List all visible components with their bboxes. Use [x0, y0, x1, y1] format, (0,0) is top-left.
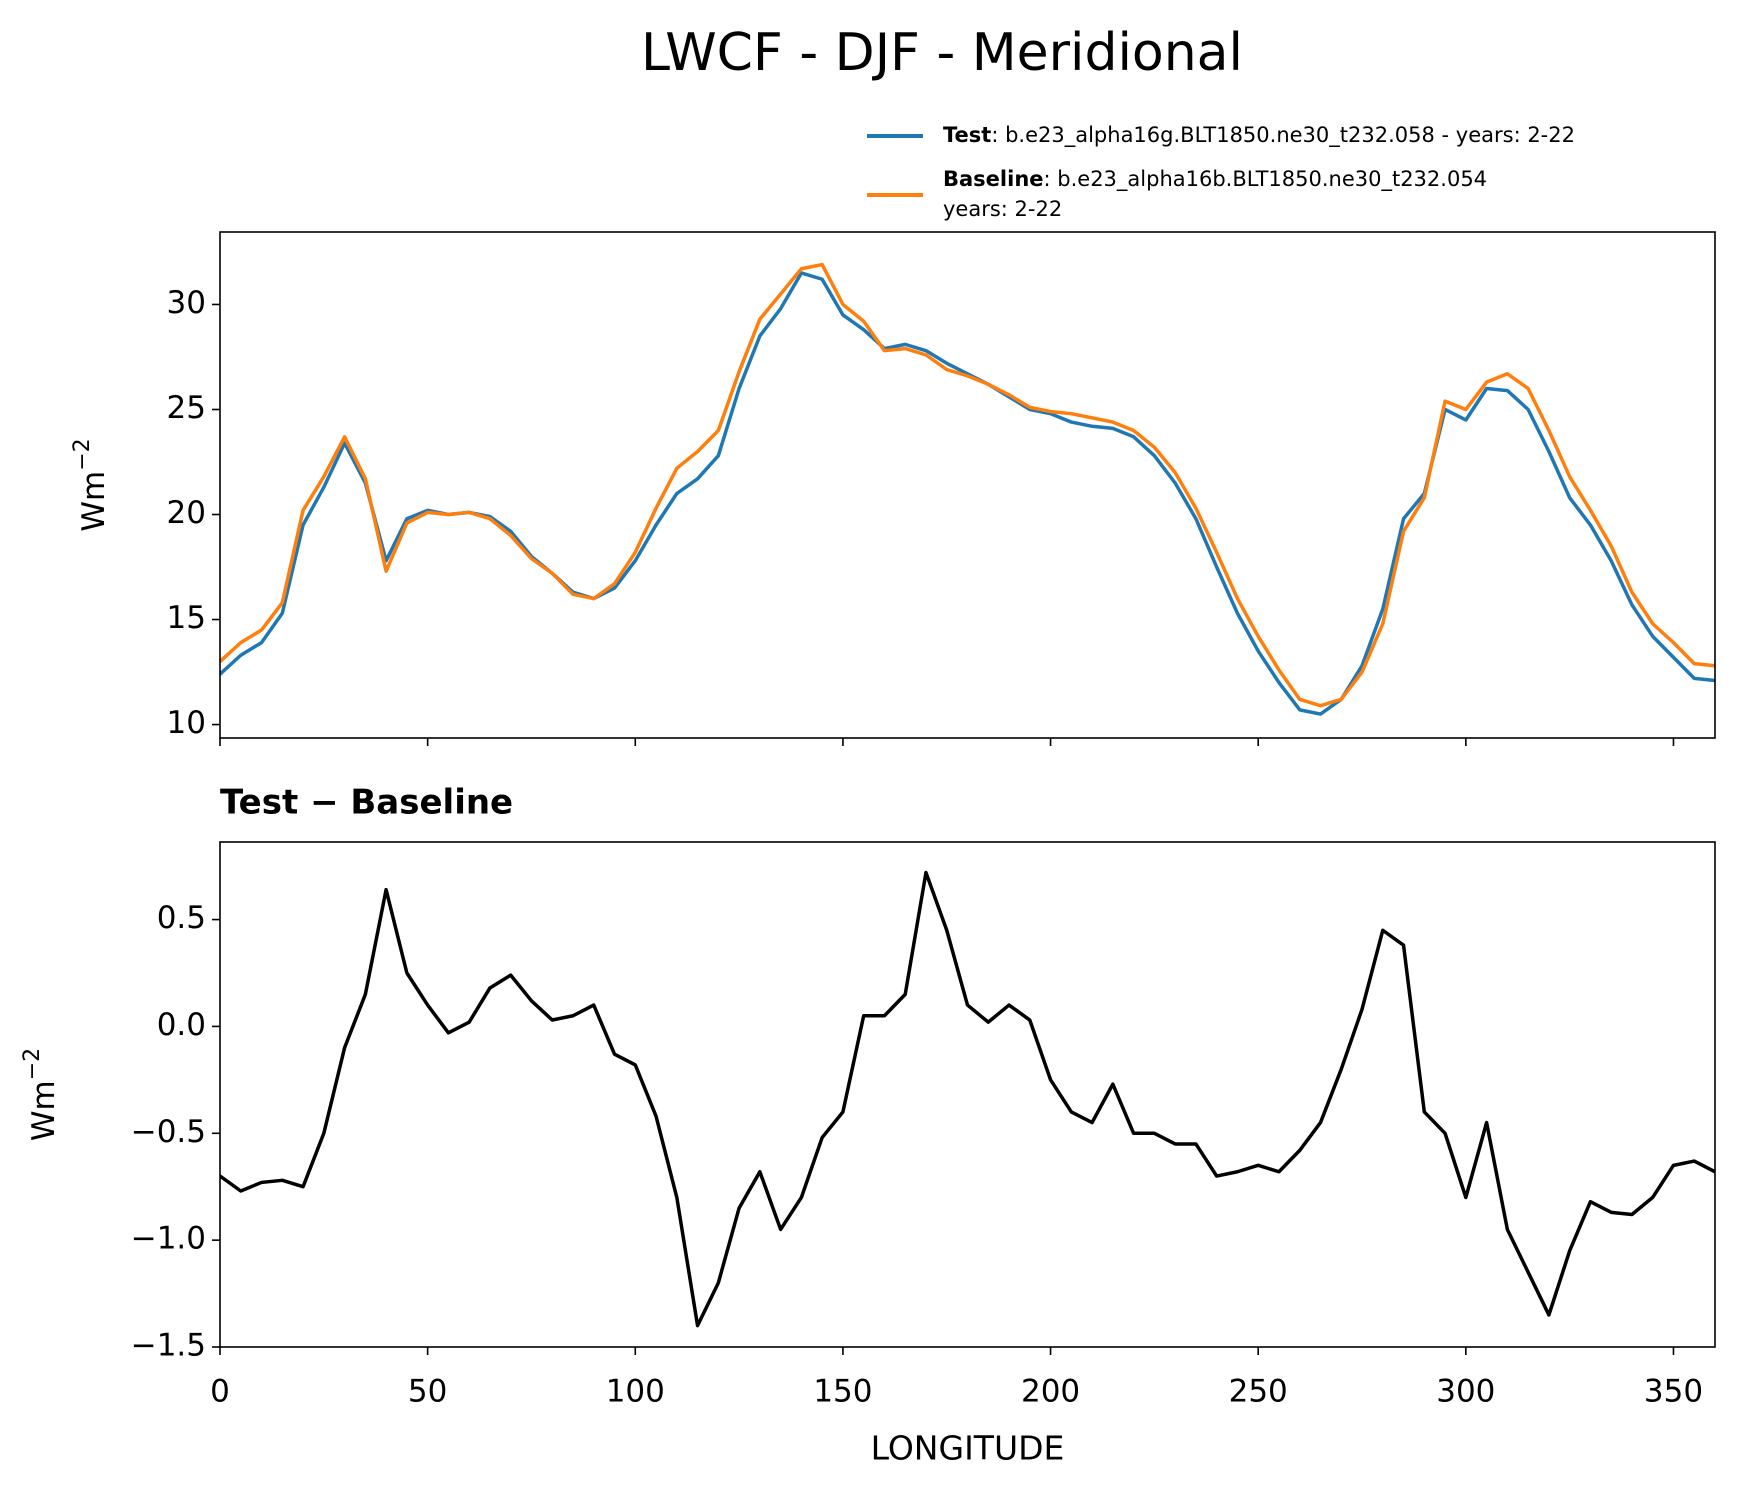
- subtitle: Test − Baseline: [220, 783, 513, 823]
- y-axis-label: Wm−2: [70, 438, 112, 531]
- x-tick-label: 150: [813, 1374, 872, 1410]
- legend-description: : b.e23_alpha16b.BLT1850.ne30_t232.054: [1044, 167, 1488, 192]
- x-tick-label: 50: [408, 1374, 447, 1410]
- legend-description: years: 2-22: [943, 197, 1062, 221]
- x-tick-label: 350: [1644, 1374, 1703, 1410]
- x-tick-label: 300: [1436, 1374, 1495, 1410]
- y-tick-label: −1.0: [131, 1221, 206, 1257]
- legend-text: Baseline: b.e23_alpha16b.BLT1850.ne30_t2…: [943, 167, 1487, 192]
- y-axis-label-base: Wm: [26, 1080, 62, 1141]
- x-tick-label: 0: [210, 1374, 230, 1410]
- axes-frame: [219, 841, 1716, 1348]
- y-tick-label: 10: [167, 705, 206, 741]
- legend-name: Test: [943, 123, 991, 147]
- y-tick-label: −1.5: [131, 1328, 206, 1364]
- x-tick-label: 200: [1021, 1374, 1080, 1410]
- y-axis-label: Wm−2: [20, 1048, 62, 1141]
- legend-text: years: 2-22: [943, 197, 1062, 221]
- y-axis-label-exponent: −2: [20, 1048, 45, 1080]
- plot-area: [220, 262, 1715, 716]
- y-axis-label-exponent: −2: [70, 438, 95, 470]
- x-axis-label: LONGITUDE: [871, 1429, 1065, 1468]
- x-tick-label: 100: [606, 1374, 665, 1410]
- legend-description: : b.e23_alpha16g.BLT1850.ne30_t232.058 -…: [991, 123, 1575, 148]
- y-tick-label: 25: [167, 390, 206, 426]
- x-tick-label: 250: [1229, 1374, 1288, 1410]
- legend-text: Test: b.e23_alpha16g.BLT1850.ne30_t232.0…: [943, 123, 1575, 148]
- legend-name: Baseline: [943, 167, 1044, 191]
- y-tick-label: 20: [167, 495, 206, 531]
- data-line: [220, 870, 1715, 1328]
- data-line: [220, 271, 1715, 716]
- axes-frame: [219, 231, 1716, 739]
- y-tick-label: 0.5: [157, 900, 206, 936]
- y-tick-label: 30: [167, 285, 206, 321]
- y-tick-label: −0.5: [131, 1114, 206, 1150]
- y-axis-label-base: Wm: [76, 471, 112, 532]
- y-tick-label: 15: [167, 600, 206, 636]
- y-tick-label: 0.0: [157, 1007, 206, 1043]
- plot-area: [220, 870, 1715, 1328]
- figure-title: LWCF - DJF - Meridional: [641, 23, 1243, 83]
- data-line: [220, 262, 1715, 708]
